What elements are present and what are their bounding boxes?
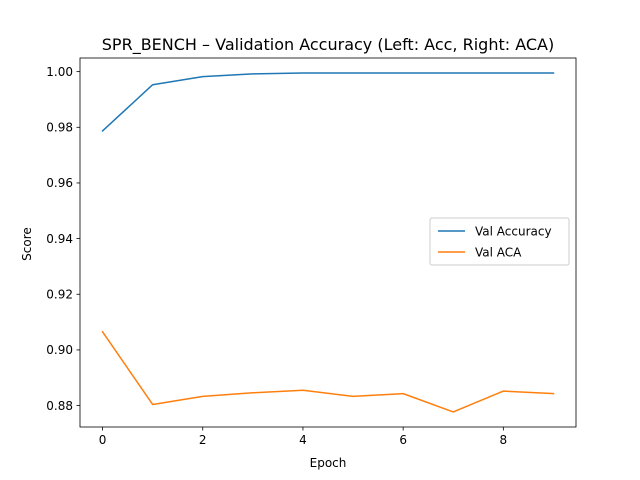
legend-box: [429, 217, 570, 266]
y-tick-label: 0.92: [46, 288, 73, 302]
legend-label-1: Val Accuracy: [475, 224, 552, 238]
x-tick-label: 0: [99, 433, 107, 447]
y-tick-label: 0.88: [46, 399, 73, 413]
y-axis-title: Score: [20, 227, 34, 261]
chart-title: SPR_BENCH – Validation Accuracy (Left: A…: [102, 35, 554, 55]
y-tick-label: 1.00: [46, 65, 73, 79]
plot-area: 0 2 4 6 8 0.88 0.90 0.92 0.94 0.96 0.98 1.00 Val Acc…: [46, 57, 577, 447]
x-tick-label: 4: [299, 433, 307, 447]
x-tick-label: 8: [500, 433, 508, 447]
series-line-1: [101, 72, 555, 132]
x-tick-label: 6: [399, 433, 407, 447]
y-tick-label: 0.90: [46, 343, 73, 357]
y-tick-label: 0.98: [46, 121, 73, 135]
x-axis-title: Epoch: [310, 456, 347, 470]
y-tick-label: 0.96: [46, 176, 73, 190]
x-tick-label: 2: [199, 433, 207, 447]
legend-label-2: Val ACA: [475, 245, 522, 259]
axes-frame: [79, 57, 577, 428]
series-line-2: [101, 330, 555, 413]
y-tick-label: 0.94: [46, 232, 73, 246]
